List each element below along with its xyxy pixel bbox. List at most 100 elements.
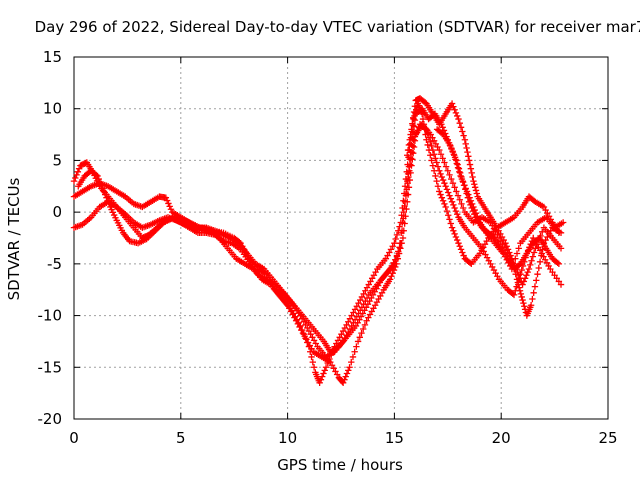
data-point bbox=[103, 194, 110, 201]
data-point bbox=[95, 175, 102, 183]
data-point bbox=[452, 109, 460, 117]
data-point bbox=[346, 364, 353, 371]
data-point bbox=[472, 187, 480, 194]
x-tick-label: 20 bbox=[492, 429, 511, 447]
data-point bbox=[448, 198, 456, 205]
data-point bbox=[454, 161, 461, 168]
data-point bbox=[438, 194, 446, 201]
data-point bbox=[409, 114, 417, 122]
data-point bbox=[438, 173, 446, 181]
data-point bbox=[446, 216, 453, 223]
data-point bbox=[319, 373, 326, 380]
data-point bbox=[446, 192, 453, 199]
data-point bbox=[450, 227, 457, 234]
data-point bbox=[559, 219, 567, 226]
data-point bbox=[555, 260, 563, 268]
data-point bbox=[459, 128, 466, 135]
data-point bbox=[533, 277, 540, 284]
data-point bbox=[398, 227, 406, 234]
data-point bbox=[428, 142, 435, 150]
data-point bbox=[399, 234, 407, 242]
data-point bbox=[529, 253, 537, 260]
data-point bbox=[515, 272, 522, 279]
data-point bbox=[462, 140, 469, 148]
data-point bbox=[404, 170, 412, 178]
data-point bbox=[523, 272, 530, 279]
data-point bbox=[471, 184, 479, 191]
data-point bbox=[436, 167, 443, 174]
data-point bbox=[441, 159, 448, 166]
data-point bbox=[321, 367, 328, 374]
data-point bbox=[407, 131, 414, 138]
data-point bbox=[391, 260, 398, 268]
data-point bbox=[530, 249, 538, 256]
data-point bbox=[456, 119, 463, 127]
data-point bbox=[519, 281, 526, 288]
data-point bbox=[467, 201, 474, 209]
data-point bbox=[441, 179, 448, 187]
data-point bbox=[397, 239, 405, 247]
data-point bbox=[439, 197, 447, 204]
series-track-6 bbox=[433, 126, 563, 273]
data-point bbox=[451, 230, 458, 238]
series-track-5 bbox=[404, 95, 563, 237]
data-point bbox=[532, 245, 539, 252]
data-point bbox=[429, 146, 437, 154]
data-point bbox=[457, 246, 465, 253]
data-point bbox=[466, 259, 474, 267]
data-point bbox=[393, 231, 401, 239]
plot-frame bbox=[73, 56, 609, 420]
data-point bbox=[458, 200, 465, 208]
data-point bbox=[433, 177, 440, 185]
data-point bbox=[520, 278, 528, 285]
data-point bbox=[361, 321, 369, 329]
x-tick-labels: 0 5 10 15 20 25 bbox=[69, 429, 617, 447]
data-point bbox=[406, 156, 413, 163]
data-point bbox=[407, 155, 415, 162]
data-point bbox=[457, 124, 465, 131]
data-point bbox=[432, 155, 439, 162]
data-point bbox=[455, 239, 462, 247]
x-axis-label: GPS time / hours bbox=[277, 456, 403, 474]
data-point bbox=[439, 155, 446, 162]
data-point bbox=[453, 157, 460, 164]
data-point bbox=[345, 367, 352, 374]
data-point bbox=[437, 170, 444, 178]
data-point bbox=[104, 197, 111, 204]
data-point bbox=[513, 250, 521, 257]
data-point bbox=[529, 295, 536, 303]
data-point bbox=[339, 379, 347, 386]
data-point bbox=[448, 100, 456, 107]
data-point bbox=[473, 190, 481, 197]
data-point bbox=[166, 203, 173, 210]
data-point bbox=[458, 173, 465, 181]
data-point bbox=[429, 162, 437, 169]
data-point bbox=[74, 168, 82, 176]
data-point bbox=[353, 343, 360, 350]
data-point bbox=[400, 215, 407, 222]
data-point bbox=[393, 252, 401, 259]
data-point bbox=[527, 261, 534, 269]
data-point bbox=[419, 115, 427, 123]
data-point bbox=[521, 275, 529, 282]
x-tick-label: 5 bbox=[176, 429, 186, 447]
data-point bbox=[462, 186, 469, 193]
data-point bbox=[442, 203, 449, 211]
data-point bbox=[98, 182, 105, 189]
data-point bbox=[450, 201, 457, 209]
data-point bbox=[73, 171, 80, 179]
data-point bbox=[527, 302, 535, 309]
data-point bbox=[396, 223, 403, 230]
y-tick-label: 15 bbox=[43, 48, 62, 66]
data-point bbox=[535, 264, 542, 272]
data-point bbox=[445, 212, 452, 219]
data-point bbox=[404, 198, 411, 205]
data-point bbox=[317, 376, 325, 383]
data-point bbox=[389, 269, 396, 277]
data-point bbox=[554, 259, 561, 267]
data-point bbox=[453, 211, 461, 218]
data-point bbox=[531, 283, 539, 290]
data-point bbox=[411, 103, 419, 110]
data-point bbox=[436, 188, 443, 195]
data-point bbox=[512, 287, 519, 294]
